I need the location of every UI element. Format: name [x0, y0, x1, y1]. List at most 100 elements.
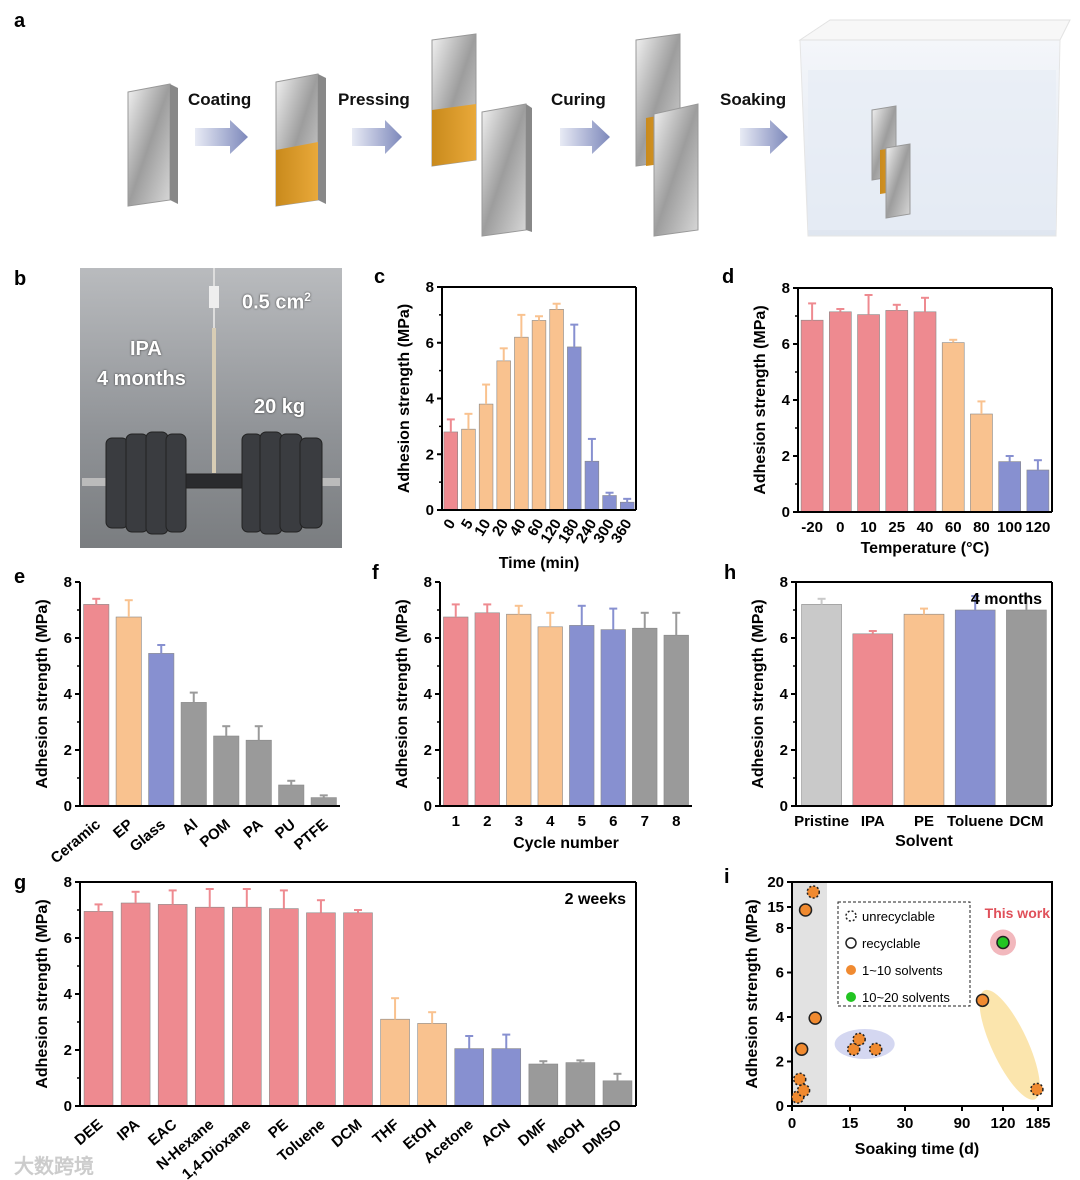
x-tick-label: 185: [1025, 1115, 1050, 1132]
bar: [565, 1062, 596, 1107]
bar: [801, 604, 842, 807]
load-label: 20 kg: [254, 396, 306, 418]
y-tick-label: 8: [780, 574, 788, 591]
x-tick-label: -20: [801, 519, 823, 536]
x-tick-label: 120: [990, 1115, 1015, 1132]
bar: [998, 461, 1021, 513]
x-tick-label: PE: [265, 1116, 291, 1142]
y-tick-label: 6: [64, 630, 72, 647]
data-point: [975, 993, 990, 1008]
y-axis-label: Adhesion strength (MPa): [750, 599, 767, 788]
panel-label-c: c: [374, 266, 386, 288]
y-tick-label: 8: [64, 574, 72, 591]
y-tick-label: 0: [426, 502, 434, 519]
panel-label-a: a: [14, 10, 26, 32]
x-tick-label: 2: [483, 813, 491, 830]
x-tick-label: DCM: [1009, 813, 1043, 830]
x-tick-label: 15: [842, 1115, 859, 1132]
bar: [528, 1063, 559, 1107]
y-axis-label: Adhesion strength (MPa): [34, 599, 51, 788]
panel-label-i: i: [724, 866, 730, 888]
x-tick-label: POM: [197, 816, 234, 851]
x-tick-label: 0: [788, 1115, 796, 1132]
x-tick-label: 90: [954, 1115, 971, 1132]
x-tick-label: 40: [506, 516, 529, 539]
x-tick-label: Ceramic: [48, 816, 104, 867]
area-value: 0.5 cm: [242, 291, 305, 314]
bar: [885, 310, 909, 513]
x-tick-label: 40: [917, 519, 934, 536]
y-tick-label: 0: [776, 1098, 784, 1115]
highlight-cluster: [979, 989, 1040, 1100]
bar: [245, 739, 272, 807]
legend-marker: [845, 937, 857, 949]
x-tick-label: DCM: [328, 1116, 365, 1151]
panel-label-h: h: [724, 562, 737, 584]
bar: [120, 902, 151, 1107]
chart-f: 1 2 3 4 5 6 7 8 0 2 4 6 8 Adhesion strength (MPa) Cycl…: [394, 574, 692, 852]
bar: [148, 653, 175, 807]
y-tick-label: 6: [426, 335, 434, 352]
bar: [443, 616, 469, 807]
y-tick-label: 2: [424, 742, 432, 759]
bar: [115, 616, 142, 807]
panel-label-f: f: [372, 562, 379, 584]
y-tick-label: 0: [64, 798, 72, 815]
bar: [602, 495, 617, 511]
y-tick-label: 4: [782, 392, 791, 409]
y-axis-label: Adhesion strength (MPa): [394, 599, 411, 788]
y-tick-label: 2: [782, 448, 790, 465]
arrow-icon: [740, 120, 788, 154]
bar: [913, 311, 937, 513]
bar: [632, 627, 658, 807]
x-tick-label: Al: [179, 816, 201, 839]
arrow-icon: [195, 120, 248, 154]
y-tick-label: 6: [782, 336, 790, 353]
x-tick-label: 360: [608, 516, 636, 546]
y-tick-label: 0: [424, 798, 432, 815]
bar: [514, 336, 529, 511]
x-tick-label: 0: [836, 519, 844, 536]
y-tick-label: 4: [776, 1009, 785, 1026]
bar: [269, 908, 299, 1107]
y-tick-label: 6: [424, 630, 432, 647]
plot-frame: [791, 881, 1053, 1107]
data-point: [1030, 1082, 1044, 1097]
panel-label-b: b: [14, 268, 27, 290]
y-tick-label: 8: [776, 920, 784, 937]
bar: [569, 625, 595, 807]
bar: [443, 431, 458, 511]
y-tick-label: 20: [767, 874, 784, 891]
data-point: [798, 903, 813, 917]
x-tick-label: 3: [515, 813, 523, 830]
x-tick-label: MeOH: [544, 1116, 588, 1157]
x-tick-label: 10: [860, 519, 877, 536]
step-curing: Curing: [551, 90, 606, 109]
x-tick-label: IPA: [861, 813, 885, 830]
x-tick-label: 60: [945, 519, 962, 536]
y-tick-label: 15: [767, 899, 784, 916]
pressed-plates-icon: [431, 33, 532, 237]
x-tick-label: 5: [578, 813, 586, 830]
x-tick-label: PA: [240, 816, 266, 842]
y-axis-label: Adhesion strength (MPa): [396, 304, 413, 493]
y-tick-label: 6: [64, 930, 72, 947]
bar: [194, 906, 225, 1107]
area-unit-sup: 2: [304, 290, 311, 304]
legend-label: recyclable: [862, 936, 921, 951]
y-tick-label: 4: [426, 391, 435, 408]
x-axis-label: Cycle number: [513, 835, 619, 852]
bar: [278, 784, 305, 807]
data-point: [996, 935, 1010, 950]
data-point: [792, 1072, 807, 1087]
x-tick-label: 60: [524, 516, 547, 539]
data-point: [808, 1011, 822, 1025]
y-tick-label: 4: [64, 986, 73, 1003]
step-coating: Coating: [188, 90, 252, 109]
x-axis-label: Soaking time (d): [855, 1141, 979, 1158]
bar: [83, 911, 114, 1107]
bar: [1006, 609, 1047, 807]
bar: [343, 912, 373, 1107]
x-tick-label: ACN: [478, 1116, 514, 1150]
duration-label: 4 months: [97, 368, 186, 390]
